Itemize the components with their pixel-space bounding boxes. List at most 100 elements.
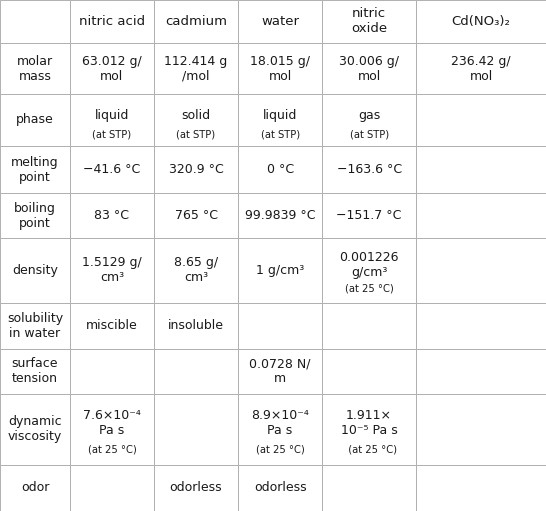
Text: nitric acid: nitric acid: [79, 15, 145, 28]
Bar: [0, 146, 70, 194]
Text: 112.414 g
/mol: 112.414 g /mol: [164, 55, 228, 83]
Text: (at 25 °C): (at 25 °C): [256, 444, 305, 454]
Text: 0.001226
g/cm³: 0.001226 g/cm³: [340, 251, 399, 279]
Bar: [154, 43, 238, 94]
Text: −151.7 °C: −151.7 °C: [336, 210, 402, 222]
Bar: [70, 238, 154, 303]
Text: molar
mass: molar mass: [17, 55, 53, 83]
Text: (at STP): (at STP): [92, 129, 132, 140]
Text: cadmium: cadmium: [165, 15, 227, 28]
Text: 30.006 g/
mol: 30.006 g/ mol: [339, 55, 399, 83]
Bar: [0, 0, 70, 43]
Bar: [70, 303, 154, 349]
Bar: [416, 303, 546, 349]
Bar: [238, 464, 322, 511]
Bar: [70, 146, 154, 194]
Bar: [154, 94, 238, 146]
Bar: [416, 393, 546, 464]
Text: 8.9×10⁻⁴
Pa s: 8.9×10⁻⁴ Pa s: [251, 409, 309, 437]
Bar: [0, 238, 70, 303]
Text: miscible: miscible: [86, 319, 138, 332]
Bar: [322, 393, 416, 464]
Text: dynamic
viscosity: dynamic viscosity: [8, 415, 62, 443]
Bar: [322, 238, 416, 303]
Bar: [70, 43, 154, 94]
Text: 18.015 g/
mol: 18.015 g/ mol: [250, 55, 310, 83]
Text: 765 °C: 765 °C: [175, 210, 217, 222]
Text: 320.9 °C: 320.9 °C: [169, 163, 223, 176]
Bar: [322, 0, 416, 43]
Bar: [154, 0, 238, 43]
Text: −163.6 °C: −163.6 °C: [336, 163, 402, 176]
Bar: [70, 194, 154, 238]
Bar: [70, 349, 154, 393]
Text: solubility
in water: solubility in water: [7, 312, 63, 340]
Bar: [238, 146, 322, 194]
Text: water: water: [261, 15, 299, 28]
Bar: [416, 464, 546, 511]
Text: solid: solid: [181, 109, 211, 122]
Text: liquid: liquid: [263, 109, 297, 122]
Text: 8.65 g/
cm³: 8.65 g/ cm³: [174, 257, 218, 285]
Bar: [0, 43, 70, 94]
Text: 99.9839 °C: 99.9839 °C: [245, 210, 316, 222]
Text: 83 °C: 83 °C: [94, 210, 129, 222]
Text: (at STP): (at STP): [176, 129, 216, 140]
Text: boiling
point: boiling point: [14, 202, 56, 230]
Bar: [0, 464, 70, 511]
Text: 63.012 g/
mol: 63.012 g/ mol: [82, 55, 142, 83]
Bar: [238, 94, 322, 146]
Text: 7.6×10⁻⁴
Pa s: 7.6×10⁻⁴ Pa s: [83, 409, 141, 437]
Bar: [238, 43, 322, 94]
Text: (at STP): (at STP): [349, 129, 389, 140]
Text: 0 °C: 0 °C: [266, 163, 294, 176]
Text: 0.0728 N/
m: 0.0728 N/ m: [250, 357, 311, 385]
Text: density: density: [12, 264, 58, 277]
Text: (at 25 °C): (at 25 °C): [342, 444, 396, 454]
Bar: [238, 303, 322, 349]
Text: odorless: odorless: [170, 481, 222, 494]
Bar: [154, 146, 238, 194]
Bar: [322, 43, 416, 94]
Bar: [416, 238, 546, 303]
Bar: [416, 349, 546, 393]
Bar: [70, 464, 154, 511]
Bar: [416, 146, 546, 194]
Text: (at 25 °C): (at 25 °C): [345, 284, 394, 293]
Text: −41.6 °C: −41.6 °C: [84, 163, 140, 176]
Bar: [0, 194, 70, 238]
Text: insoluble: insoluble: [168, 319, 224, 332]
Text: odorless: odorless: [254, 481, 306, 494]
Text: 236.42 g/
mol: 236.42 g/ mol: [451, 55, 511, 83]
Bar: [0, 349, 70, 393]
Bar: [154, 393, 238, 464]
Text: gas: gas: [358, 109, 380, 122]
Bar: [154, 194, 238, 238]
Text: (at STP): (at STP): [260, 129, 300, 140]
Bar: [322, 194, 416, 238]
Bar: [238, 194, 322, 238]
Bar: [416, 0, 546, 43]
Bar: [322, 303, 416, 349]
Bar: [238, 238, 322, 303]
Text: nitric
oxide: nitric oxide: [351, 8, 387, 35]
Bar: [238, 0, 322, 43]
Bar: [70, 94, 154, 146]
Text: melting
point: melting point: [11, 155, 59, 183]
Bar: [0, 94, 70, 146]
Bar: [416, 94, 546, 146]
Bar: [154, 303, 238, 349]
Bar: [238, 393, 322, 464]
Bar: [154, 238, 238, 303]
Text: surface
tension: surface tension: [11, 357, 58, 385]
Bar: [154, 464, 238, 511]
Bar: [322, 349, 416, 393]
Bar: [0, 303, 70, 349]
Bar: [322, 94, 416, 146]
Text: phase: phase: [16, 113, 54, 126]
Text: odor: odor: [21, 481, 49, 494]
Text: (at 25 °C): (at 25 °C): [87, 444, 136, 454]
Bar: [416, 194, 546, 238]
Text: 1.911×
10⁻⁵ Pa s: 1.911× 10⁻⁵ Pa s: [341, 409, 397, 437]
Bar: [322, 464, 416, 511]
